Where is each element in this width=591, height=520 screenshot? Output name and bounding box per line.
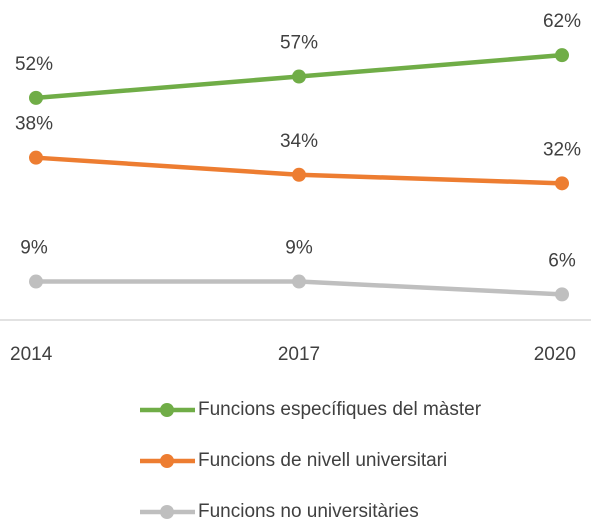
data-point xyxy=(555,48,569,63)
data-label: 62% xyxy=(543,11,581,32)
legend-label: Funcions de nivell universitari xyxy=(198,450,447,471)
data-point xyxy=(29,150,43,165)
data-point xyxy=(555,176,569,191)
data-point xyxy=(292,167,306,182)
data-label: 9% xyxy=(20,238,48,259)
legend-swatch-marker xyxy=(160,454,174,468)
data-label: 32% xyxy=(543,139,581,160)
x-tick-label: 2020 xyxy=(534,344,576,365)
data-label: 38% xyxy=(15,114,53,135)
data-point xyxy=(29,274,43,289)
data-label: 57% xyxy=(280,33,318,54)
data-point xyxy=(555,287,569,302)
data-point xyxy=(29,90,43,105)
data-label: 6% xyxy=(548,250,576,271)
data-label: 52% xyxy=(15,54,53,75)
data-point xyxy=(292,69,306,84)
legend-swatch-marker xyxy=(160,403,174,417)
data-label: 9% xyxy=(285,238,313,259)
legend-label: Funcions específiques del màster xyxy=(198,399,482,420)
data-label: 34% xyxy=(280,131,318,152)
legend-label: Funcions no universitàries xyxy=(198,501,419,520)
legend-swatch-marker xyxy=(160,505,174,519)
data-point xyxy=(292,274,306,289)
x-tick-label: 2017 xyxy=(278,344,320,365)
x-tick-label: 2014 xyxy=(10,344,53,365)
